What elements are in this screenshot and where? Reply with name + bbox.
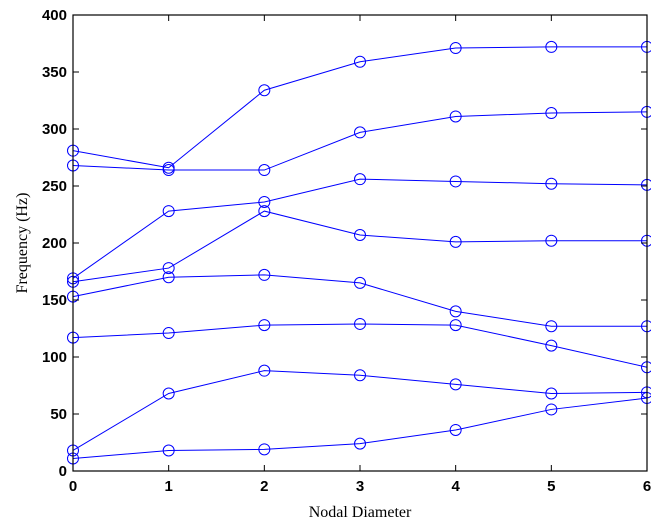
- series-4: [67, 268, 651, 333]
- x-tick-label: 4: [451, 478, 460, 495]
- y-tick-label: 250: [42, 178, 67, 195]
- data-point: [258, 164, 271, 177]
- data-point: [545, 339, 558, 352]
- x-tick-label: 6: [643, 478, 651, 495]
- data-point: [162, 444, 175, 457]
- data-point: [449, 305, 462, 318]
- series-line: [72, 210, 647, 283]
- plot-area: [73, 15, 647, 471]
- data-point: [354, 276, 366, 289]
- data-point: [258, 364, 271, 377]
- data-point: [354, 317, 366, 330]
- data-point: [545, 177, 558, 190]
- y-tick-label: 150: [42, 292, 67, 309]
- data-point: [545, 234, 558, 247]
- x-tick-label: 1: [164, 478, 172, 495]
- data-point: [449, 42, 462, 55]
- data-point: [449, 110, 462, 123]
- y-tick-label: 100: [42, 349, 67, 366]
- data-point: [449, 235, 462, 248]
- y-tick-label: 350: [42, 64, 67, 81]
- data-point: [258, 319, 271, 332]
- y-axis: 0 50 100 150 200 250 300 350 400: [42, 7, 647, 480]
- data-point: [545, 387, 558, 400]
- data-point: [354, 173, 366, 186]
- y-tick-label: 400: [42, 7, 67, 24]
- series-line: [72, 46, 647, 169]
- data-point: [258, 84, 271, 97]
- series-line: [72, 178, 648, 279]
- data-point: [449, 175, 462, 188]
- data-point: [545, 107, 558, 120]
- data-point: [545, 40, 558, 53]
- data-point: [449, 319, 462, 332]
- data-point: [258, 443, 271, 456]
- data-point: [162, 327, 175, 340]
- series-line: [72, 323, 648, 368]
- series-line: [72, 274, 647, 327]
- series-8: [67, 40, 651, 174]
- x-axis-label: Nodal Diameter: [309, 504, 412, 521]
- x-tick-label: 3: [356, 478, 364, 495]
- series-2: [67, 364, 651, 457]
- data-point: [162, 262, 175, 275]
- y-tick-label: 0: [59, 463, 67, 480]
- data-point: [162, 387, 175, 400]
- y-tick-label: 200: [42, 235, 67, 252]
- series-7: [67, 105, 651, 177]
- series-line: [72, 370, 648, 451]
- data-point: [354, 229, 366, 242]
- data-point: [545, 320, 558, 333]
- series-line: [72, 111, 648, 171]
- y-axis-label: Frequency (Hz): [14, 193, 31, 294]
- data-point: [162, 271, 175, 284]
- data-point: [258, 195, 271, 208]
- data-point: [354, 369, 366, 382]
- x-tick-label: 0: [69, 478, 77, 495]
- y-tick-label: 50: [50, 406, 67, 423]
- data-point: [545, 403, 558, 416]
- data-point: [258, 205, 271, 218]
- data-point: [354, 126, 366, 139]
- series-layer: [67, 40, 651, 465]
- data-point: [449, 378, 462, 391]
- series-line: [72, 397, 648, 459]
- data-point: [162, 161, 175, 174]
- data-point: [258, 268, 271, 281]
- x-axis: 0 1 2 3 4 5 6: [69, 15, 651, 495]
- y-tick-label: 300: [42, 121, 67, 138]
- data-point: [449, 423, 462, 436]
- data-point: [162, 205, 175, 218]
- x-tick-label: 2: [260, 478, 268, 495]
- data-point: [354, 437, 366, 450]
- x-tick-label: 5: [547, 478, 555, 495]
- data-point: [354, 55, 366, 68]
